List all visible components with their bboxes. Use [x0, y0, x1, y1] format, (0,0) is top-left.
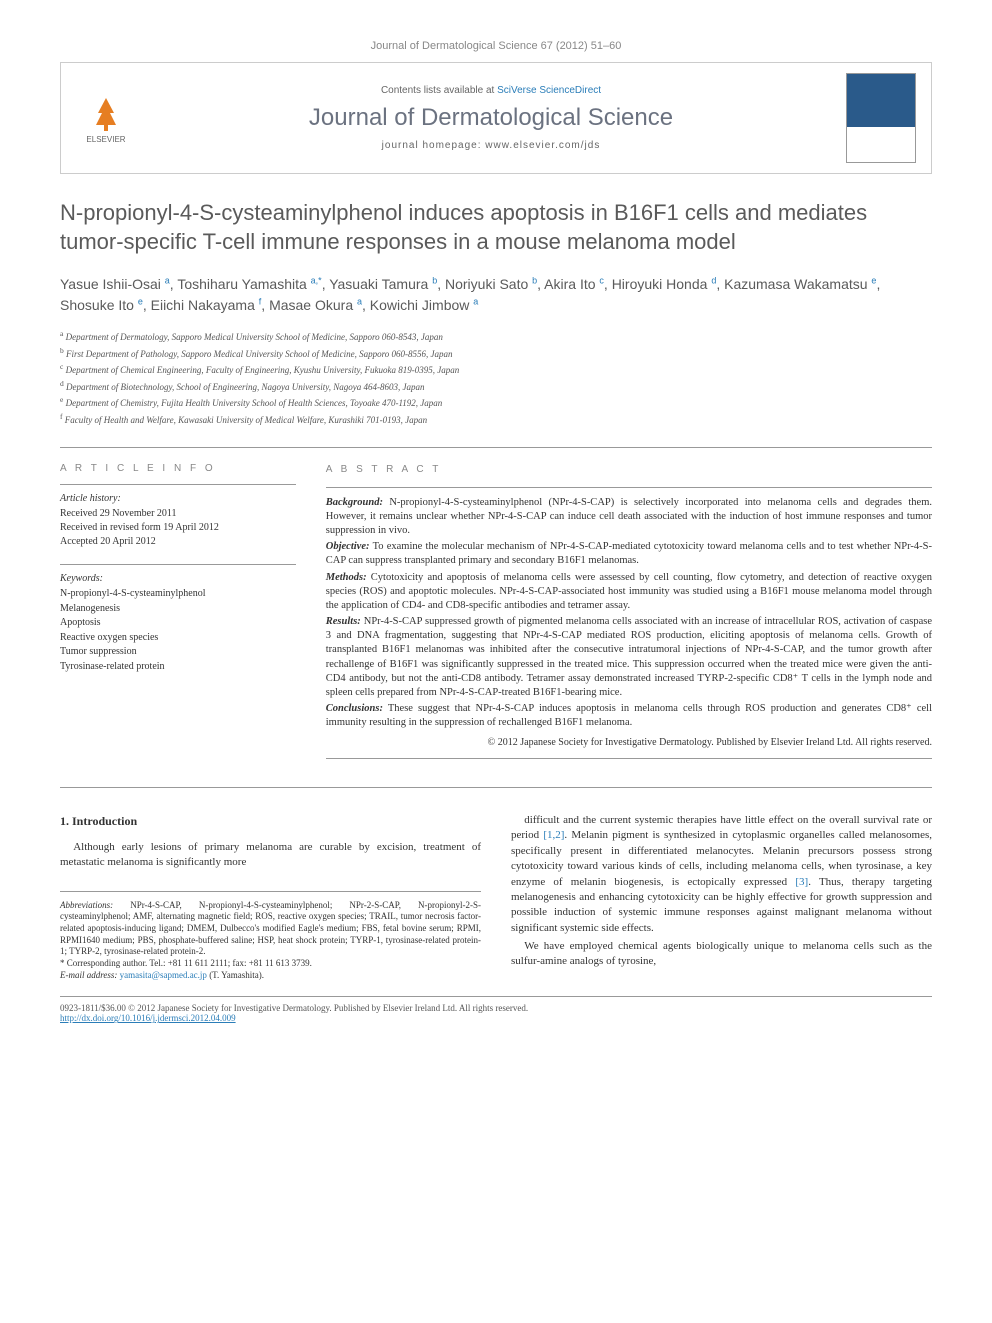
affiliation-line: e Department of Chemistry, Fujita Health… — [60, 394, 932, 411]
divider — [60, 484, 296, 485]
running-head: Journal of Dermatological Science 67 (20… — [60, 40, 932, 52]
divider — [60, 564, 296, 565]
abstract-body: Background: N-propionyl-4-S-cysteaminylp… — [326, 496, 932, 750]
keywords-block: Keywords: N-propionyl-4-S-cysteaminylphe… — [60, 573, 296, 674]
divider — [60, 447, 932, 448]
keyword-item: Reactive oxygen species — [60, 631, 296, 646]
contents-prefix: Contents lists available at — [381, 85, 497, 96]
keyword-item: Melanogenesis — [60, 602, 296, 617]
keywords-list: N-propionyl-4-S-cysteaminylphenolMelanog… — [60, 587, 296, 674]
affiliation-line: f Faculty of Health and Welfare, Kawasak… — [60, 411, 932, 428]
abstract-results-label: Results: — [326, 616, 361, 627]
affiliation-line: d Department of Biotechnology, School of… — [60, 378, 932, 395]
corr-text: Tel.: +81 11 611 2111; fax: +81 11 613 3… — [149, 958, 312, 968]
homepage-prefix: journal homepage: — [382, 140, 486, 151]
body-paragraph: difficult and the current systemic thera… — [511, 813, 932, 936]
footer-issn: 0923-1811/$36.00 © 2012 Japanese Society… — [60, 1003, 932, 1013]
corr-email-link[interactable]: yamasita@sapmed.ac.jp — [120, 970, 207, 980]
contents-available-line: Contents lists available at SciVerse Sci… — [136, 85, 846, 96]
author-list: Yasue Ishii-Osai a, Toshiharu Yamashita … — [60, 274, 932, 316]
corr-label: * Corresponding author. — [60, 958, 147, 968]
keywords-title: Keywords: — [60, 573, 296, 584]
abstract-background-label: Background: — [326, 497, 383, 508]
publisher-name: ELSEVIER — [86, 135, 125, 144]
abstract-methods: Cytotoxicity and apoptosis of melanoma c… — [326, 572, 932, 611]
divider — [60, 787, 932, 788]
body-paragraph: We have employed chemical agents biologi… — [511, 939, 932, 970]
journal-title: Journal of Dermatological Science — [136, 104, 846, 132]
journal-cover-thumbnail — [846, 73, 916, 163]
body-paragraph: Although early lesions of primary melano… — [60, 840, 481, 871]
abstract-label: A B S T R A C T — [326, 463, 932, 477]
header-center: Contents lists available at SciVerse Sci… — [136, 85, 846, 151]
abstract-objective-label: Objective: — [326, 541, 370, 552]
body-columns: 1. Introduction Although early lesions o… — [60, 813, 932, 981]
sciencedirect-link[interactable]: SciVerse ScienceDirect — [497, 85, 601, 96]
divider — [326, 758, 932, 759]
affiliation-line: a Department of Dermatology, Sapporo Med… — [60, 328, 932, 345]
article-info-label: A R T I C L E I N F O — [60, 463, 296, 474]
history-title: Article history: — [60, 493, 296, 504]
abstract-methods-label: Methods: — [326, 572, 367, 583]
elsevier-tree-icon — [86, 93, 126, 133]
keyword-item: Tyrosinase-related protein — [60, 660, 296, 675]
article-history-block: Article history: Received 29 November 20… — [60, 493, 296, 549]
keyword-item: Tumor suppression — [60, 645, 296, 660]
history-accepted: Accepted 20 April 2012 — [60, 535, 296, 549]
body-section: 1. Introduction Although early lesions o… — [60, 813, 932, 981]
keyword-item: Apoptosis — [60, 616, 296, 631]
doi-link[interactable]: http://dx.doi.org/10.1016/j.jdermsci.201… — [60, 1013, 236, 1023]
history-received: Received 29 November 2011 — [60, 507, 296, 521]
history-revised: Received in revised form 19 April 2012 — [60, 521, 296, 535]
journal-header-box: ELSEVIER Contents lists available at Sci… — [60, 62, 932, 174]
intro-heading: 1. Introduction — [60, 813, 481, 830]
abstract-background: N-propionyl-4-S-cysteaminylphenol (NPr-4… — [326, 497, 932, 536]
affiliation-line: b First Department of Pathology, Sapporo… — [60, 345, 932, 362]
abstract-conclusions: These suggest that NPr-4-S-CAP induces a… — [326, 703, 932, 728]
abstract-column: A B S T R A C T Background: N-propionyl-… — [326, 463, 932, 767]
abstract-copyright: © 2012 Japanese Society for Investigativ… — [326, 736, 932, 750]
abstract-objective: To examine the molecular mechanism of NP… — [326, 541, 932, 566]
article-info-sidebar: A R T I C L E I N F O Article history: R… — [60, 463, 296, 767]
footnotes-block: Abbreviations: NPr-4-S-CAP, N-propionyl-… — [60, 891, 481, 982]
homepage-url: www.elsevier.com/jds — [485, 140, 600, 151]
abbrev-text: NPr-4-S-CAP, N-propionyl-4-S-cysteaminyl… — [60, 900, 481, 957]
ref-link[interactable]: [1,2] — [543, 829, 564, 841]
abstract-results: NPr-4-S-CAP suppressed growth of pigment… — [326, 616, 932, 698]
keyword-item: N-propionyl-4-S-cysteaminylphenol — [60, 587, 296, 602]
article-info-row: A R T I C L E I N F O Article history: R… — [60, 463, 932, 767]
email-label: E-mail address: — [60, 970, 117, 980]
page-footer: 0923-1811/$36.00 © 2012 Japanese Society… — [60, 996, 932, 1023]
article-title: N-propionyl-4-S-cysteaminylphenol induce… — [60, 199, 932, 256]
homepage-line: journal homepage: www.elsevier.com/jds — [136, 140, 846, 151]
abstract-conclusions-label: Conclusions: — [326, 703, 383, 714]
affiliation-line: c Department of Chemical Engineering, Fa… — [60, 361, 932, 378]
divider — [326, 487, 932, 488]
abbrev-label: Abbreviations: — [60, 900, 113, 910]
affiliations-list: a Department of Dermatology, Sapporo Med… — [60, 328, 932, 427]
email-name: (T. Yamashita). — [209, 970, 264, 980]
ref-link[interactable]: [3] — [795, 876, 808, 888]
publisher-logo: ELSEVIER — [76, 83, 136, 153]
